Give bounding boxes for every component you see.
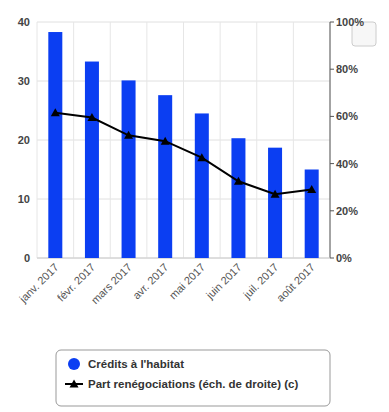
grid-line-vertical [220,22,221,258]
y2-tick [330,69,334,70]
y-tick-label: 30 [18,75,30,87]
chart: 0102030400%20%40%60%80%100%janv. 2017fév… [0,0,389,412]
y2-tick-label: 60% [336,110,358,122]
legend: Crédits à l'habitat Part renégociations (… [56,350,330,406]
marker [271,190,280,198]
x-tick-label: janv. 2017 [16,261,61,306]
x-axis-line [37,258,330,259]
y2-tick-label: 80% [336,63,358,75]
grid-line-vertical [183,22,184,258]
marker [197,153,206,161]
bar [48,32,62,258]
legend-box [56,350,330,406]
marker [51,108,60,116]
marks [48,32,318,258]
marker [124,131,133,139]
x-tick-label: août 2017 [274,261,317,304]
y2-tick [330,210,334,211]
grid-line-vertical [110,22,111,258]
grid-line-vertical [73,22,74,258]
x-tick-label: avr. 2017 [130,261,170,301]
bar [122,80,136,258]
grid-line-vertical [146,22,147,258]
marker [161,137,170,145]
y-tick-label: 10 [18,193,30,205]
grid-line-vertical [256,22,257,258]
y-tick-label: 0 [24,252,30,264]
grid-line-vertical [37,22,38,258]
marker [234,177,243,185]
y2-tick-label: 40% [336,158,358,170]
y2-tick [330,116,334,117]
x-tick-label: juin 2017 [203,261,244,302]
bar [268,148,282,258]
marker [307,185,316,193]
bar [305,170,319,259]
bar [85,62,99,258]
y2-tick-label: 0% [336,252,352,264]
x-tick-label: mars 2017 [89,261,134,306]
y2-tick-label: 100% [336,16,364,28]
bar [158,95,172,258]
y2-tick-label: 20% [336,205,358,217]
bar [195,113,209,258]
y-tick-label: 40 [18,16,30,28]
legend-label: Crédits à l'habitat [88,358,184,370]
grid-line-vertical [330,22,331,258]
legend-symbol [70,380,79,388]
y-tick-label: 20 [18,134,30,146]
grid [37,22,330,258]
grid-line-vertical [293,22,294,258]
bar [231,138,245,258]
y2-axis-line [330,22,331,258]
y2-tick [330,258,334,259]
y2-tick [330,22,334,23]
grid-line [37,258,330,259]
legend-label: Part renégociations (éch. de droite) (c) [88,378,298,390]
line [55,113,311,194]
marker [87,113,96,121]
legend-symbol [68,358,80,370]
x-tick-label: mai 2017 [167,261,207,301]
y2-tick [330,163,334,164]
